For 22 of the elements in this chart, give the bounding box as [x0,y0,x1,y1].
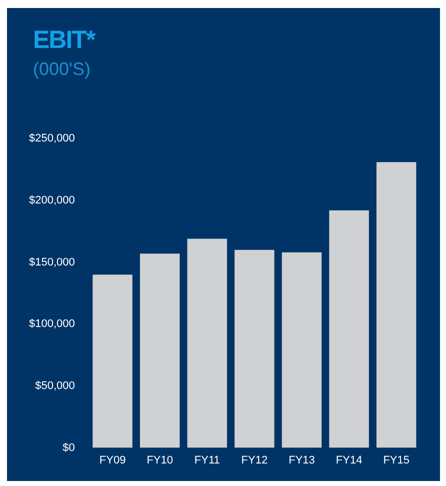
bar [376,162,416,448]
y-tick-label: $0 [62,442,75,454]
y-tick-label: $250,000 [28,132,75,145]
x-tick-label: FY09 [99,454,126,466]
bar [329,210,369,448]
x-tick-label: FY12 [241,454,268,466]
bar [187,238,228,448]
y-tick-label: $50,000 [35,380,75,392]
x-tick-label: FY13 [288,454,315,466]
x-tick-label: FY11 [194,454,220,466]
x-tick-label: FY10 [146,454,173,466]
x-tick-label: FY14 [336,454,362,466]
bar [92,274,132,448]
y-tick-label: $100,000 [28,318,75,330]
x-tick-label: FY15 [383,454,410,466]
chart-subtitle: (000'S) [33,59,90,80]
bar [282,252,322,448]
bar [234,250,274,448]
y-tick-label: $150,000 [28,256,75,268]
y-tick-label: $200,000 [28,194,75,206]
chart-title: EBIT* [33,26,95,55]
bar [140,254,180,448]
